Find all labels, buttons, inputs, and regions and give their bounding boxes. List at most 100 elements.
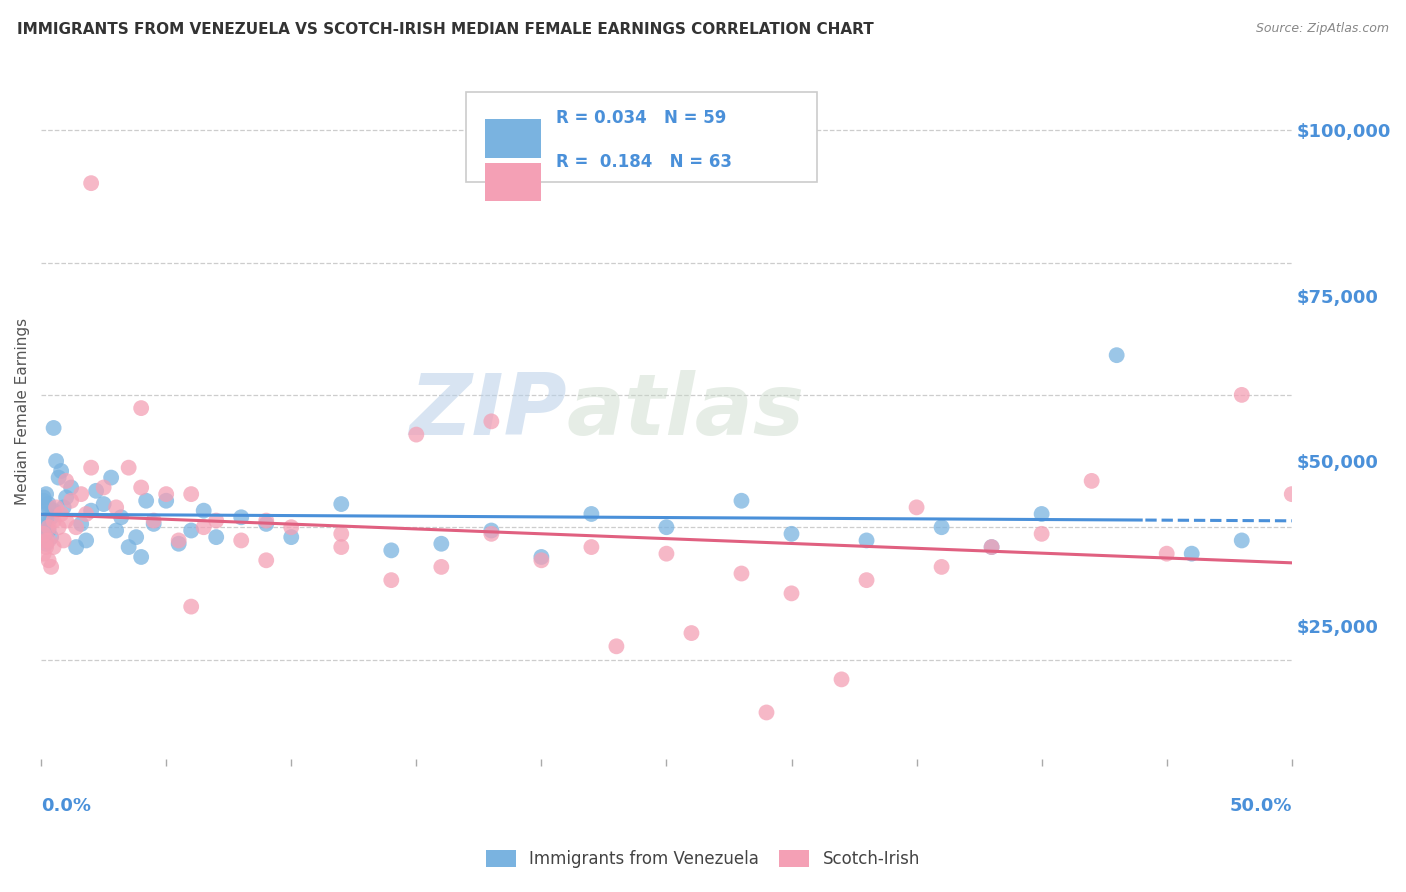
Point (38, 533, 60, 548)
Point (35, 514, 58, 528)
Point (65, 540, 87, 554)
Text: R = 0.034   N = 59: R = 0.034 N = 59 (557, 109, 727, 128)
Point (254, 514, 277, 528)
Point (655, 520, 678, 534)
Point (93, 481, 115, 495)
Point (38, 500, 60, 515)
Y-axis label: Median Female Earnings: Median Female Earnings (15, 318, 30, 505)
Point (38, 524, 60, 538)
Point (780, 586, 803, 600)
Point (780, 526, 803, 541)
Point (70, 516, 93, 531)
Point (38, 553, 60, 567)
Point (125, 530, 148, 544)
Point (330, 526, 353, 541)
Point (129, 481, 152, 495)
Point (38, 520, 60, 534)
Point (45, 500, 67, 515)
Point (1230, 533, 1253, 548)
Point (855, 533, 877, 548)
Point (1230, 388, 1253, 402)
Text: R =  0.184   N = 63: R = 0.184 N = 63 (557, 153, 733, 171)
Point (80, 176, 103, 190)
Point (32, 526, 55, 541)
Point (530, 553, 553, 567)
Point (118, 540, 141, 554)
Point (100, 470, 122, 484)
FancyBboxPatch shape (485, 120, 541, 158)
Point (93, 497, 115, 511)
FancyBboxPatch shape (485, 163, 541, 202)
Point (730, 566, 752, 581)
Point (980, 540, 1002, 554)
Point (1031, 507, 1053, 521)
Point (80, 460, 103, 475)
Point (254, 516, 277, 531)
Point (931, 520, 953, 534)
Point (755, 706, 778, 720)
Legend: Immigrants from Venezuela, Scotch-Irish: Immigrants from Venezuela, Scotch-Irish (479, 843, 927, 875)
Point (39, 510, 62, 524)
Text: atlas: atlas (567, 370, 804, 453)
Point (530, 549, 553, 564)
Point (129, 549, 152, 564)
Point (855, 573, 877, 587)
Point (84, 483, 107, 498)
Point (35, 507, 58, 521)
Point (180, 524, 202, 538)
Point (330, 540, 353, 554)
Point (35, 537, 58, 551)
Point (1281, 487, 1303, 501)
Point (129, 401, 152, 416)
Point (1105, 348, 1128, 362)
Point (380, 543, 402, 558)
Point (35, 487, 58, 501)
Point (155, 487, 177, 501)
Point (70, 487, 93, 501)
Point (110, 510, 132, 524)
Point (55, 491, 77, 505)
Point (52, 500, 75, 515)
Point (60, 493, 83, 508)
Point (42, 503, 65, 517)
Point (330, 497, 353, 511)
Point (55, 514, 77, 528)
Point (42, 540, 65, 554)
Point (105, 500, 128, 515)
Point (193, 520, 215, 534)
Point (831, 673, 853, 687)
Point (430, 560, 453, 574)
Point (39, 530, 62, 544)
Point (60, 481, 83, 495)
Point (205, 530, 228, 544)
Point (142, 516, 165, 531)
Point (231, 533, 253, 548)
Point (48, 470, 70, 484)
Point (180, 599, 202, 614)
Point (193, 503, 215, 517)
Point (42, 514, 65, 528)
Point (38, 497, 60, 511)
Point (35, 540, 58, 554)
Point (32, 493, 55, 508)
Point (52, 533, 75, 548)
Point (405, 427, 427, 442)
Point (39, 560, 62, 574)
Point (254, 553, 277, 567)
Point (1181, 547, 1204, 561)
Point (80, 503, 103, 517)
Point (48, 520, 70, 534)
Point (142, 514, 165, 528)
Point (75, 533, 97, 548)
Point (135, 493, 157, 508)
Point (980, 540, 1002, 554)
Point (75, 507, 97, 521)
Point (49, 464, 72, 478)
Point (105, 524, 128, 538)
Point (32, 547, 55, 561)
Point (231, 510, 253, 524)
Point (380, 573, 402, 587)
Point (42, 421, 65, 435)
Text: 0.0%: 0.0% (41, 797, 91, 815)
Point (681, 626, 703, 640)
